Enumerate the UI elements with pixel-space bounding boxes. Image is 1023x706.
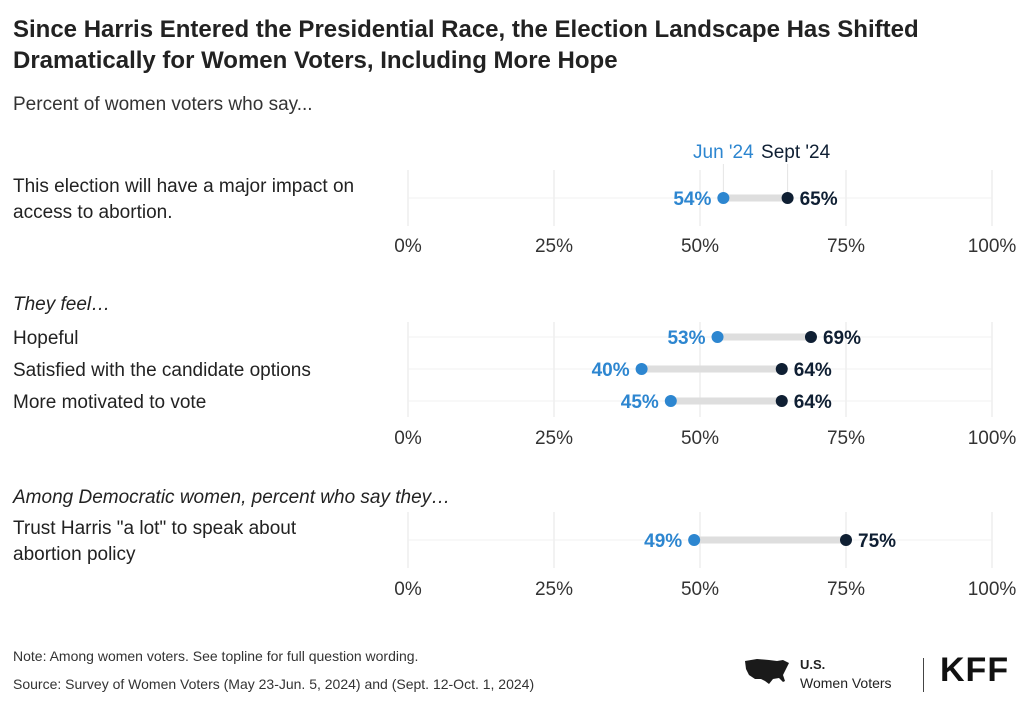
sept-dot [840, 534, 852, 546]
sept-value-label: 64% [794, 360, 832, 381]
x-tick-label: 0% [394, 428, 422, 449]
x-tick-label: 75% [827, 236, 865, 257]
legend-sept: Sept '24 [761, 142, 831, 163]
sept-value-label: 69% [823, 328, 861, 349]
x-tick-label: 25% [535, 236, 573, 257]
sept-dot [775, 363, 788, 375]
legend-jun: Jun '24 [693, 142, 754, 163]
x-tick-label: 25% [535, 428, 573, 449]
jun-dot [711, 331, 724, 343]
source-text: Source: Survey of Women Voters (May 23-J… [13, 676, 535, 692]
jun-value-label: 49% [644, 531, 682, 552]
row-label: More motivated to vote [13, 392, 206, 413]
us-women-voters-brand: U.S. Women Voters [800, 656, 892, 692]
x-tick-label: 0% [394, 236, 422, 257]
x-tick-label: 100% [968, 236, 1017, 257]
brand-us-line2: Women Voters [800, 675, 892, 691]
x-tick-label: 50% [681, 236, 719, 257]
row-label: This election will have a major impact o… [13, 176, 354, 197]
jun-value-label: 45% [621, 392, 659, 413]
chart-title: Since Harris Entered the Presidential Ra… [13, 16, 919, 74]
row-label: Satisfied with the candidate options [13, 360, 311, 381]
jun-value-label: 40% [592, 360, 630, 381]
x-tick-label: 100% [968, 428, 1017, 449]
sept-dot [804, 331, 817, 343]
jun-dot [635, 363, 648, 375]
jun-dot [688, 534, 701, 546]
sept-value-label: 65% [800, 189, 838, 210]
x-tick-label: 50% [681, 428, 719, 449]
panel-heading: Among Democratic women, percent who say … [12, 487, 450, 508]
panel-heading: They feel… [13, 294, 110, 315]
x-tick-label: 75% [827, 579, 865, 600]
x-tick-label: 100% [968, 579, 1017, 600]
x-tick-label: 25% [535, 579, 573, 600]
row-label: abortion policy [13, 544, 136, 565]
sept-dot [781, 192, 794, 204]
us-map-icon [745, 659, 789, 684]
x-tick-label: 75% [827, 428, 865, 449]
row-label: Hopeful [13, 328, 79, 349]
x-tick-label: 0% [394, 579, 422, 600]
sept-dot [775, 395, 788, 407]
row-label: Trust Harris "a lot" to speak about [13, 518, 297, 539]
kff-logo: KFF [940, 651, 1010, 689]
chart-subtitle: Percent of women voters who say... [13, 94, 313, 115]
jun-dot [664, 395, 677, 407]
jun-value-label: 53% [667, 328, 705, 349]
sept-value-label: 75% [858, 531, 896, 552]
note-text: Note: Among women voters. See topline fo… [13, 648, 419, 664]
brand-us-line1: U.S. [800, 657, 826, 672]
x-tick-label: 50% [681, 579, 719, 600]
brand-divider [923, 658, 924, 692]
sept-value-label: 64% [794, 392, 832, 413]
dumbbell-chart: Jun '24 Sept '24 0% 25% 50% 75% 100% This elect… [12, 142, 1017, 600]
jun-value-label: 54% [673, 189, 711, 210]
jun-dot [717, 192, 730, 204]
row-label: access to abortion. [13, 202, 172, 223]
